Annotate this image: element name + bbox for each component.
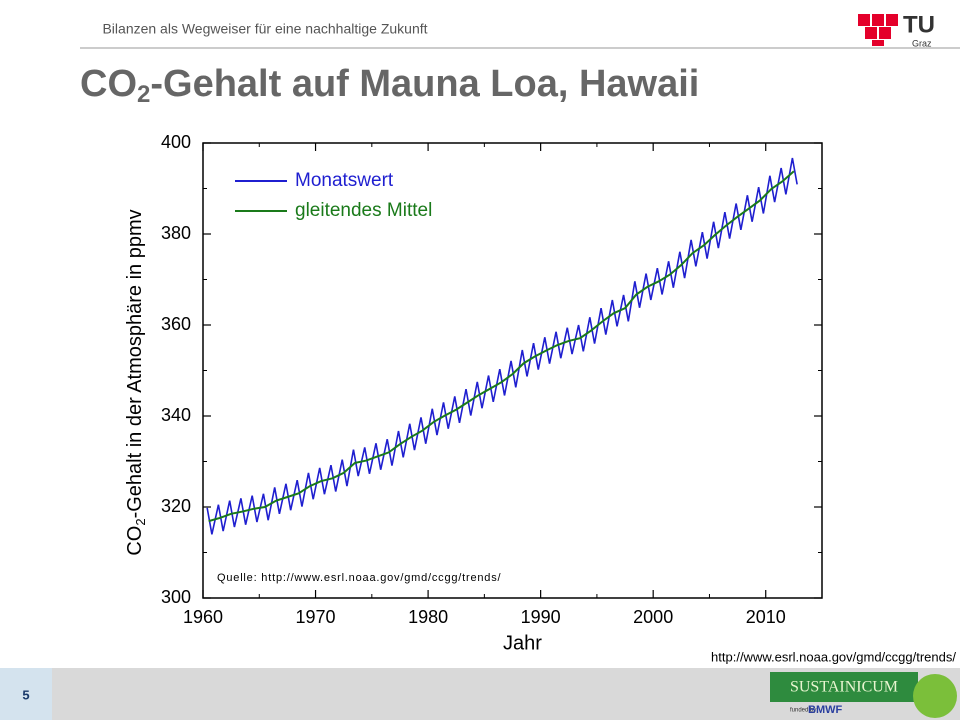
- logo-square: [858, 14, 870, 26]
- x-tick-label: 2010: [746, 607, 786, 627]
- logo-text: Graz: [912, 38, 932, 48]
- logo-square: [879, 27, 891, 39]
- header-text: Bilanzen als Wegweiser für eine nachhalt…: [102, 21, 427, 37]
- y-label-part: CO: [124, 526, 146, 556]
- y-axis-label: CO2-Gehalt in der Atmosphäre in ppmv: [124, 209, 148, 555]
- tu-logo: TU Graz: [858, 11, 935, 48]
- y-tick-label: 300: [161, 587, 191, 607]
- logo-text: TU: [903, 11, 935, 38]
- source-link[interactable]: http://www.esrl.noaa.gov/gmd/ccgg/trends…: [711, 649, 956, 664]
- logo-text: SUSTAINICUM: [790, 679, 898, 696]
- title-sub: 2: [137, 81, 150, 108]
- chart: 1960 1970 1980 1990 2000 2010 300 320 340 360 380 4…: [124, 132, 823, 654]
- annotation: Quelle: http://www.esrl.noaa.gov/gmd/ccg…: [217, 572, 502, 584]
- y-tick-label: 400: [161, 132, 191, 152]
- page-box: [0, 668, 52, 720]
- y-label-part: -Gehalt in der Atmosphäre in ppmv: [124, 209, 146, 518]
- logo-square: [872, 40, 884, 46]
- title-part: CO: [80, 63, 137, 105]
- slide-title: CO2-Gehalt auf Mauna Loa, Hawaii: [80, 63, 699, 108]
- x-tick-label: 1960: [183, 607, 223, 627]
- x-axis-label: Jahr: [503, 632, 542, 654]
- page-number: 5: [22, 687, 29, 702]
- y-tick-label: 360: [161, 314, 191, 334]
- legend-label: Monatswert: [295, 170, 394, 191]
- logo-globe: [913, 674, 957, 718]
- sustainicum-logo: SUSTAINICUM funded by BMWF: [770, 672, 957, 718]
- logo-text: funded by: [790, 708, 816, 714]
- x-tick-label: 1980: [408, 607, 448, 627]
- logo-square: [886, 14, 898, 26]
- x-tick-label: 2000: [633, 607, 673, 627]
- x-tick-label: 1970: [296, 607, 336, 627]
- logo-box: [770, 672, 918, 702]
- logo-text: BMWF: [808, 704, 842, 716]
- y-label-sub: 2: [133, 518, 148, 525]
- series-line: [208, 170, 795, 523]
- y-tick-label: 340: [161, 405, 191, 425]
- x-tick-label: 1990: [521, 607, 561, 627]
- title-part: -Gehalt auf Mauna Loa, Hawaii: [150, 63, 699, 105]
- logo-square: [865, 27, 877, 39]
- y-tick-label: 380: [161, 223, 191, 243]
- y-tick-label: 320: [161, 496, 191, 516]
- logo-square: [872, 14, 884, 26]
- legend-label: gleitendes Mittel: [295, 200, 432, 221]
